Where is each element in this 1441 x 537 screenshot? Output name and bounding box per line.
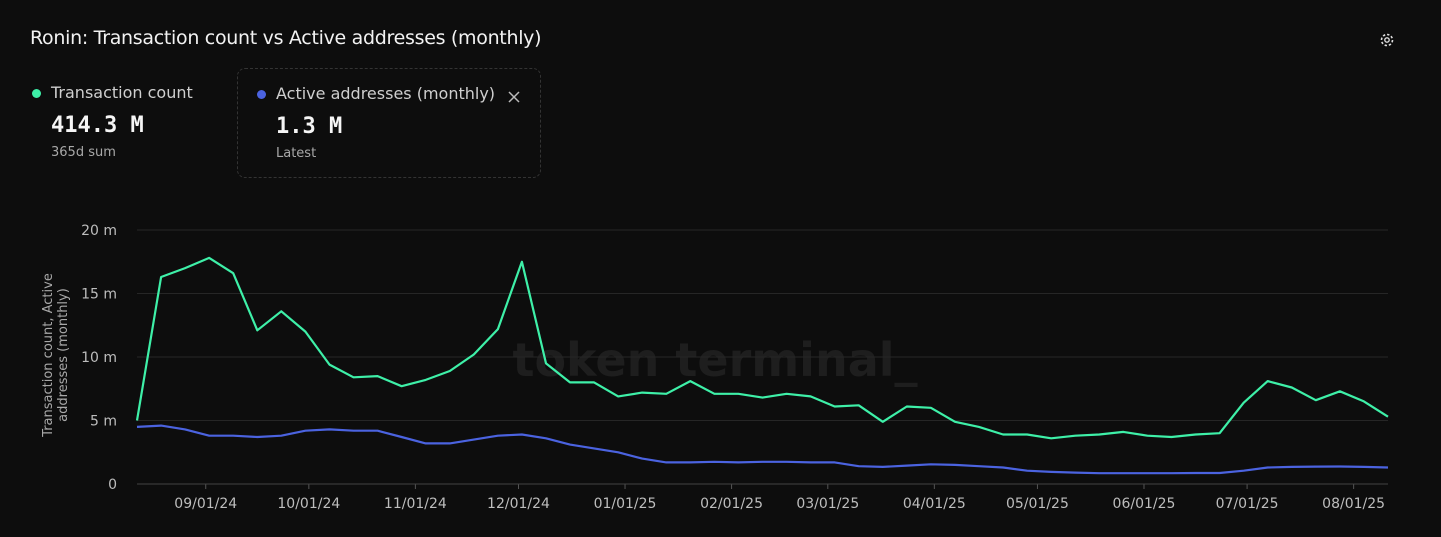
watermark: token terminal_ [512, 333, 917, 387]
series-line [136, 424, 1389, 475]
x-tick-label: 09/01/24 [174, 496, 237, 512]
settings-icon[interactable] [1378, 31, 1396, 49]
x-tick-label: 08/01/25 [1322, 496, 1385, 512]
legend-value: 1.3 M [276, 114, 343, 139]
legend-card[interactable]: Active addresses (monthly) 1.3 M Latest [237, 68, 541, 178]
y-tick-label: 5 m [90, 414, 117, 430]
x-tick-label: 02/01/25 [700, 496, 763, 512]
y-tick-label: 15 m [81, 287, 117, 303]
x-tick-label: 07/01/25 [1216, 496, 1279, 512]
x-tick-label: 11/01/24 [384, 496, 447, 512]
x-tick-label: 04/01/25 [903, 496, 966, 512]
legend-card[interactable]: Transaction count 414.3 M 365d sum [20, 68, 230, 178]
legend-dot [257, 90, 266, 99]
x-tick-label: 01/01/25 [594, 496, 657, 512]
legend-name: Active addresses (monthly) [276, 84, 496, 103]
y-tick-label: 0 [108, 477, 117, 493]
legend-name: Transaction count [51, 83, 193, 102]
x-tick-label: 05/01/25 [1006, 496, 1069, 512]
x-tick-label: 10/01/24 [277, 496, 340, 512]
chart-title: Ronin: Transaction count vs Active addre… [30, 27, 542, 49]
legend-dot [32, 89, 41, 98]
legend-value: 414.3 M [51, 113, 144, 138]
x-tick-label: 03/01/25 [796, 496, 859, 512]
x-tick-label: 06/01/25 [1113, 496, 1176, 512]
legend-note: 365d sum [51, 145, 116, 160]
series-line [135, 256, 1389, 440]
legend-note: Latest [276, 146, 317, 161]
close-icon[interactable] [508, 91, 520, 103]
y-tick-label: 20 m [81, 223, 117, 239]
x-tick-label: 12/01/24 [487, 496, 550, 512]
y-tick-label: 10 m [81, 350, 117, 366]
